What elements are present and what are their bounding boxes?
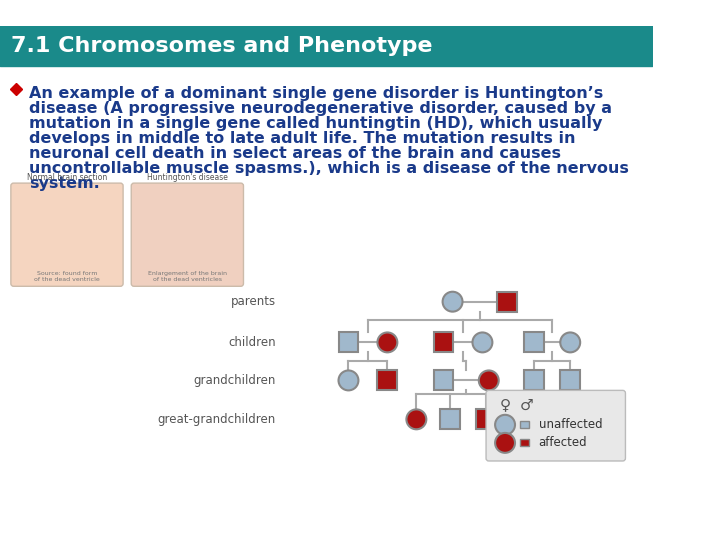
Text: grandchildren: grandchildren [194,374,276,387]
Text: uncontrollable muscle spasms.), which is a disease of the nervous: uncontrollable muscle spasms.), which is… [29,161,629,176]
Text: ♂: ♂ [520,397,534,413]
Text: affected: affected [539,436,588,449]
Text: neuronal cell death in select areas of the brain and causes: neuronal cell death in select areas of t… [29,146,561,161]
FancyBboxPatch shape [524,333,544,353]
Circle shape [406,409,426,429]
Circle shape [472,333,492,353]
Circle shape [338,370,359,390]
Text: mutation in a single gene called huntingtin (HD), which usually: mutation in a single gene called hunting… [29,116,603,131]
Circle shape [495,433,515,453]
Text: disease (A progressive neurodegenerative disorder, caused by a: disease (A progressive neurodegenerative… [29,101,612,116]
FancyBboxPatch shape [11,183,123,286]
Text: develops in middle to late adult life. The mutation results in: develops in middle to late adult life. T… [29,131,575,146]
Circle shape [560,333,580,353]
Text: 7.1 Chromosomes and Phenotype: 7.1 Chromosomes and Phenotype [11,36,433,57]
FancyBboxPatch shape [486,390,626,461]
FancyBboxPatch shape [497,292,517,312]
Text: An example of a dominant single gene disorder is Huntington’s: An example of a dominant single gene dis… [29,86,603,102]
FancyBboxPatch shape [560,370,580,390]
FancyBboxPatch shape [377,370,397,390]
FancyBboxPatch shape [508,409,528,429]
Text: children: children [228,336,276,349]
FancyBboxPatch shape [520,439,528,447]
FancyBboxPatch shape [524,370,544,390]
FancyBboxPatch shape [338,333,359,353]
Text: Source: found form
of the dead ventricle: Source: found form of the dead ventricle [34,271,100,282]
Circle shape [479,370,499,390]
Text: great-grandchildren: great-grandchildren [158,413,276,426]
Text: ♀: ♀ [500,397,510,413]
Text: Normal brain section: Normal brain section [27,173,107,182]
Circle shape [495,415,515,435]
Text: Enlargement of the brain
of the dead ventricles: Enlargement of the brain of the dead ven… [148,271,227,282]
Text: system.: system. [29,176,99,191]
Circle shape [377,333,397,353]
FancyBboxPatch shape [433,370,454,390]
FancyBboxPatch shape [440,409,460,429]
Text: Huntington's disease: Huntington's disease [147,173,228,182]
Text: unaffected: unaffected [539,418,602,431]
FancyBboxPatch shape [433,333,454,353]
FancyBboxPatch shape [131,183,243,286]
FancyBboxPatch shape [520,421,528,428]
Circle shape [443,292,462,312]
Text: parents: parents [231,295,276,308]
FancyBboxPatch shape [476,409,496,429]
